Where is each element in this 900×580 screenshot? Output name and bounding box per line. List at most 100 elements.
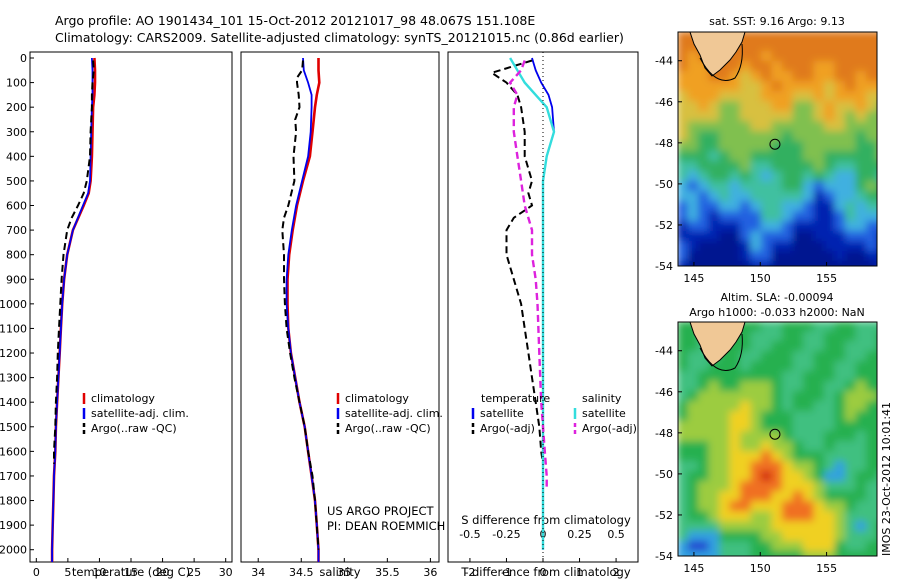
sla-cell xyxy=(678,511,689,523)
map-x-tick-label: 145 xyxy=(683,272,704,285)
sst-cell xyxy=(678,231,689,243)
sst-cell xyxy=(834,91,847,103)
sla-cell xyxy=(782,441,794,453)
sst-cell xyxy=(834,81,847,93)
sst-cell xyxy=(761,221,773,233)
sla-cell xyxy=(687,521,700,533)
sla-cell xyxy=(845,501,857,513)
sla-cell xyxy=(813,421,826,433)
sst-cell xyxy=(750,151,763,163)
sst-cell xyxy=(771,41,784,53)
depth-axis: 0 100 200 300 400 500 600 700 800 900 1000 1100 1200… xyxy=(0,52,34,557)
sst-cell xyxy=(698,161,710,173)
sst-cell xyxy=(708,251,721,263)
sla-cell xyxy=(834,381,847,393)
sst-cell xyxy=(876,181,877,193)
sla-cell xyxy=(803,551,815,556)
sla-cell xyxy=(866,322,877,333)
sst-cell xyxy=(824,32,836,43)
sst-cell xyxy=(813,91,826,103)
sst-cell xyxy=(687,201,700,213)
sla-cell xyxy=(761,331,773,343)
sla-cell xyxy=(740,351,752,363)
sst-cell xyxy=(834,191,847,203)
sla-cell xyxy=(834,431,847,443)
sla-cell xyxy=(771,361,784,373)
sst-cell xyxy=(698,171,710,183)
sla-cell xyxy=(824,331,836,343)
sla-cell xyxy=(845,361,857,373)
sst-cell xyxy=(771,171,784,183)
sst-cell xyxy=(834,101,847,113)
sla-cell xyxy=(792,491,805,503)
sst-cell xyxy=(740,241,752,253)
sla-cell xyxy=(866,381,877,393)
sst-cell xyxy=(708,181,721,193)
sla-cell xyxy=(719,381,731,393)
sst-cell xyxy=(866,261,877,266)
sla-cell xyxy=(803,451,815,463)
series-line-black-dash xyxy=(53,60,95,464)
map-x-tick-label: 145 xyxy=(683,562,704,575)
sst-cell xyxy=(687,71,700,83)
sla-cell xyxy=(813,411,826,423)
sst-cell xyxy=(782,61,794,73)
sla-cell xyxy=(803,431,815,443)
sst-cell xyxy=(678,101,689,113)
sst-cell xyxy=(740,141,752,153)
sla-cell xyxy=(698,511,710,523)
depth-tick-label: 900 xyxy=(6,273,27,286)
temperature-panel xyxy=(29,51,233,563)
sst-cell xyxy=(855,91,868,103)
legend-label: satellite xyxy=(480,407,524,420)
sst-cell xyxy=(729,241,742,253)
sla-cell xyxy=(866,491,877,503)
sst-cell xyxy=(845,261,857,266)
sla-cell xyxy=(698,541,710,553)
sst-cell xyxy=(678,61,689,73)
sst-cell xyxy=(803,201,815,213)
sla-cell xyxy=(698,481,710,493)
x-tick-label: 35 xyxy=(337,566,351,579)
sst-cell xyxy=(750,131,763,143)
sst-cell xyxy=(761,71,773,83)
sla-cell xyxy=(782,371,794,383)
sst-cell xyxy=(834,161,847,173)
sst-cell xyxy=(698,81,710,93)
sst-cell xyxy=(834,71,847,83)
sst-cell xyxy=(834,141,847,153)
sst-cell xyxy=(813,171,826,183)
sst-cell xyxy=(813,201,826,213)
sla-cell xyxy=(708,531,721,543)
sla-cell xyxy=(824,391,836,403)
sla-cell xyxy=(803,411,815,423)
sla-cell xyxy=(750,521,763,533)
depth-tick-label: 2000 xyxy=(0,544,27,557)
sst-cell xyxy=(740,91,752,103)
sla-cell xyxy=(708,481,721,493)
sst-cell xyxy=(750,171,763,183)
sla-cell xyxy=(750,391,763,403)
sla-cell xyxy=(813,322,826,333)
sla-cell xyxy=(729,521,742,533)
sla-cell xyxy=(740,391,752,403)
sst-cell xyxy=(824,131,836,143)
sst-cell xyxy=(813,121,826,133)
sst-cell xyxy=(803,251,815,263)
sla-cell xyxy=(866,411,877,423)
sla-cell xyxy=(761,322,773,333)
sla-cell xyxy=(813,401,826,413)
sst-cell xyxy=(687,131,700,143)
sla-cell xyxy=(678,481,689,493)
sst-cell xyxy=(719,121,731,133)
sst-cell xyxy=(740,171,752,183)
sla-cell xyxy=(866,421,877,433)
sla-cell xyxy=(740,331,752,343)
sla-cell xyxy=(761,491,773,503)
sst-cell xyxy=(750,111,763,123)
sla-cell xyxy=(678,551,689,556)
sla-cell xyxy=(824,511,836,523)
sst-cell xyxy=(687,151,700,163)
sst-cell xyxy=(740,51,752,63)
sst-cell xyxy=(687,231,700,243)
